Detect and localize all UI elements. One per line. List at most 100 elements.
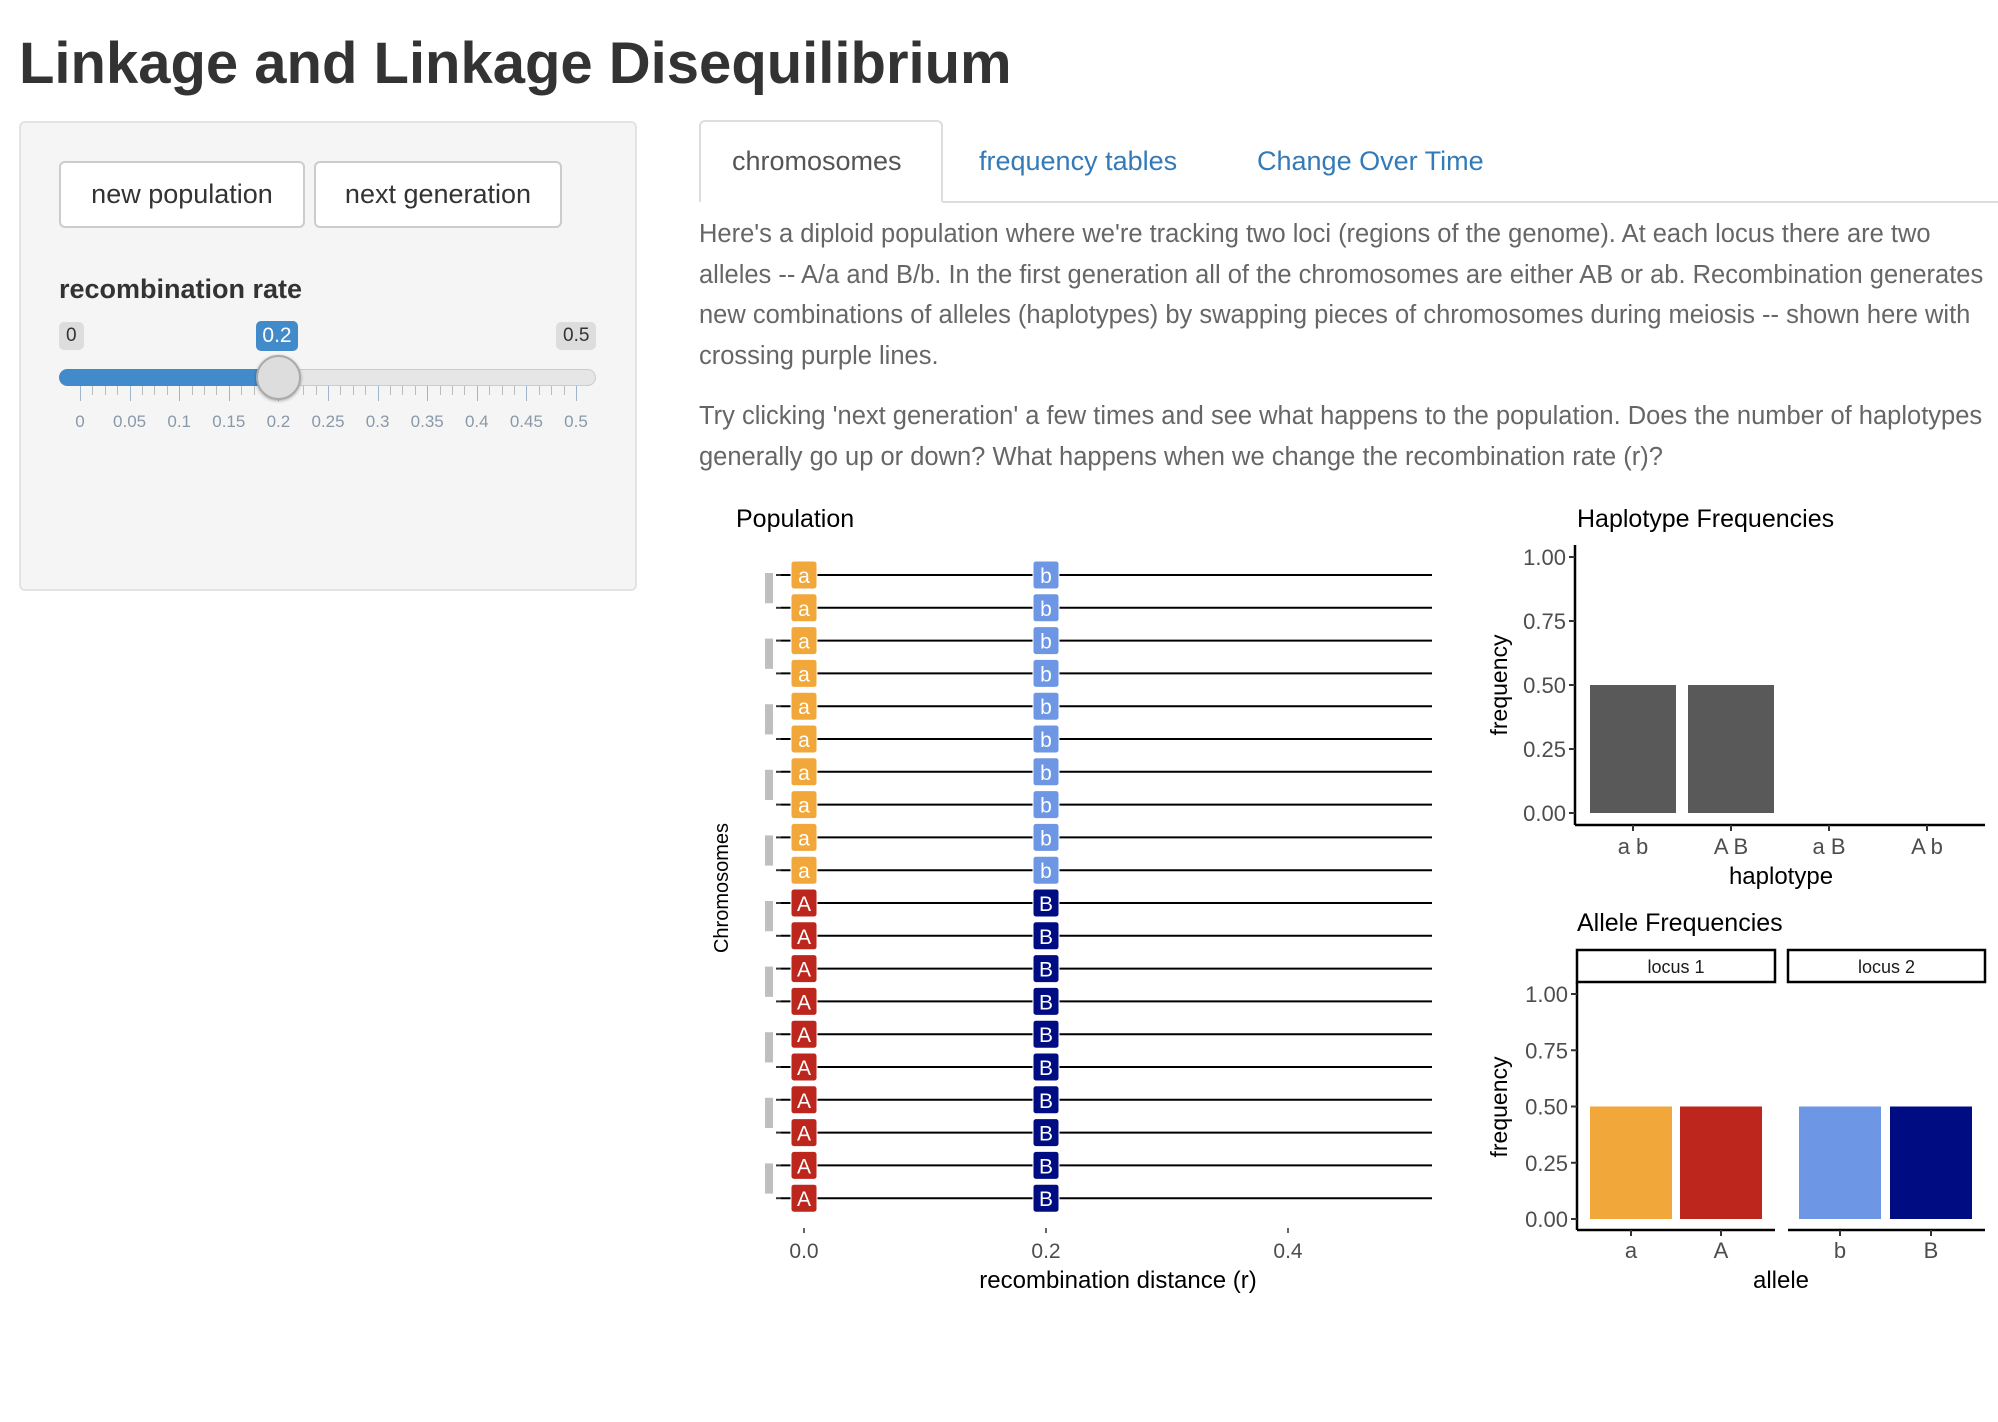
population-xlabel: recombination distance (r) (979, 1267, 1256, 1294)
allele-title: Allele Frequencies (1577, 909, 1783, 937)
x-tick-label: a B (1812, 834, 1845, 859)
slider-tick-label: 0.2 (266, 412, 291, 431)
slider-max-label: 0.5 (556, 322, 597, 350)
allele-label-box (1032, 954, 1060, 984)
slider-major-tick (526, 386, 528, 401)
allele-label-box (1032, 790, 1060, 820)
facet-strip (1786, 948, 1987, 984)
allele-label-box (790, 954, 818, 984)
allele-label: a (798, 631, 810, 654)
slider-major-tick (228, 386, 230, 401)
allele-label: b (1040, 795, 1052, 818)
allele-label-box (790, 1183, 818, 1213)
allele-label-box (1032, 888, 1060, 918)
individual-bar (765, 1163, 773, 1194)
allele-label: a (798, 860, 810, 883)
allele-label: B (1039, 926, 1053, 949)
slider-major-tick (129, 386, 131, 401)
y-tick-label: 0.00 (1525, 1207, 1568, 1232)
tab-frequency-tables[interactable]: frequency tables (979, 146, 1178, 176)
individual-bar (765, 704, 773, 735)
slider-tick-label: 0.4 (464, 412, 489, 431)
allele-label: A (797, 1155, 811, 1178)
tab-divider (699, 201, 1998, 203)
recombination-rate-label: recombination rate (59, 274, 303, 304)
tab-chromosomes[interactable]: chromosomes (699, 120, 943, 203)
facet-label: locus 1 (1647, 957, 1704, 977)
x-tick-label: a b (1618, 834, 1649, 859)
slider-minor-tick (104, 386, 106, 395)
facet-label: locus 2 (1858, 957, 1915, 977)
allele-label: B (1039, 991, 1053, 1014)
next-generation-button[interactable]: next generation (314, 161, 562, 228)
slider-major-tick (576, 386, 577, 401)
slider-minor-tick (551, 386, 553, 395)
allele-label: b (1040, 827, 1052, 850)
allele-label: a (798, 663, 810, 686)
allele-label-box (1032, 560, 1060, 590)
y-tick-label: 0.25 (1525, 1151, 1568, 1176)
allele-label-box (790, 1150, 818, 1180)
intro-paragraph: Here's a diploid population where we're … (699, 220, 1984, 370)
y-tick-label: 0.75 (1525, 1038, 1568, 1063)
allele-label: A (797, 1123, 811, 1146)
slider-minor-tick (340, 386, 342, 395)
slider-minor-tick (253, 386, 255, 395)
allele-label-box (1032, 1118, 1060, 1148)
allele-label: a (798, 762, 810, 785)
bar-B (1890, 1106, 1972, 1219)
allele-label-box (790, 921, 818, 951)
allele-label: b (1040, 598, 1052, 621)
allele-label: b (1040, 762, 1052, 785)
allele-label-box (1032, 626, 1060, 656)
slider-handle[interactable] (256, 355, 302, 400)
slider-major-tick (427, 386, 429, 401)
allele-label-box (790, 1118, 818, 1148)
allele-label-box (1032, 921, 1060, 951)
allele-label-box (1032, 1085, 1060, 1115)
slider-minor-tick (166, 386, 168, 395)
slider-minor-tick (315, 386, 317, 395)
allele-label-box (1032, 724, 1060, 754)
slider-tick-label: 0.5 (564, 412, 588, 431)
allele-label: b (1040, 565, 1052, 588)
y-tick-label: 0.50 (1523, 673, 1566, 698)
individual-bar (765, 638, 773, 669)
slider-tick-label: 0.1 (167, 412, 192, 431)
allele-label: A (797, 1024, 811, 1047)
new-population-button[interactable]: new population (59, 161, 305, 228)
x-tick-label: a (1625, 1238, 1638, 1263)
allele-label: A (797, 1090, 811, 1113)
tab-change-over-time[interactable]: Change Over Time (1257, 146, 1484, 176)
slider-major-tick (179, 386, 181, 401)
allele-label-box (790, 1085, 818, 1115)
individual-bar (765, 901, 773, 932)
slider-major-tick (328, 386, 329, 401)
allele-label-box (1032, 658, 1060, 688)
allele-label: a (798, 696, 810, 719)
allele-ylabel: frequency (1486, 1056, 1512, 1158)
allele-label-box (1032, 691, 1060, 721)
x-tick-label: 0.0 (789, 1240, 818, 1263)
haplotype-ylabel: frequency (1486, 634, 1512, 736)
allele-label: B (1039, 1188, 1053, 1211)
allele-label-box (790, 757, 818, 787)
allele-label-box (790, 626, 818, 656)
allele-label-box (790, 986, 818, 1016)
allele-label-box (790, 855, 818, 885)
slider-major-tick (377, 386, 379, 401)
x-tick-label: 0.4 (1273, 1240, 1303, 1263)
allele-xlabel: allele (1753, 1267, 1809, 1294)
x-tick-label: A B (1714, 834, 1748, 859)
bar-AB (1688, 685, 1774, 813)
slider-tick-label: 0.3 (365, 412, 390, 431)
allele-label-box (790, 560, 818, 590)
x-tick-label: 0.2 (1031, 1240, 1060, 1263)
slider-minor-tick (142, 386, 143, 395)
allele-label: B (1039, 1024, 1053, 1047)
allele-label-box (790, 691, 818, 721)
allele-label-box (790, 658, 818, 688)
slider-minor-tick (390, 386, 391, 395)
slider-minor-tick (365, 386, 367, 395)
